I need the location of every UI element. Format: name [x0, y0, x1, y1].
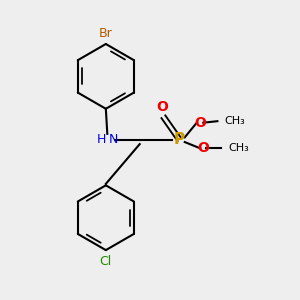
Text: Br: Br	[99, 27, 113, 40]
Text: CH₃: CH₃	[225, 116, 245, 126]
Text: O: O	[156, 100, 168, 114]
Text: CH₃: CH₃	[228, 143, 249, 153]
Text: Cl: Cl	[100, 254, 112, 268]
Text: O: O	[194, 116, 206, 130]
Text: O: O	[197, 141, 209, 155]
Text: H: H	[97, 133, 106, 146]
Text: N: N	[109, 133, 118, 146]
Text: P: P	[174, 132, 185, 147]
